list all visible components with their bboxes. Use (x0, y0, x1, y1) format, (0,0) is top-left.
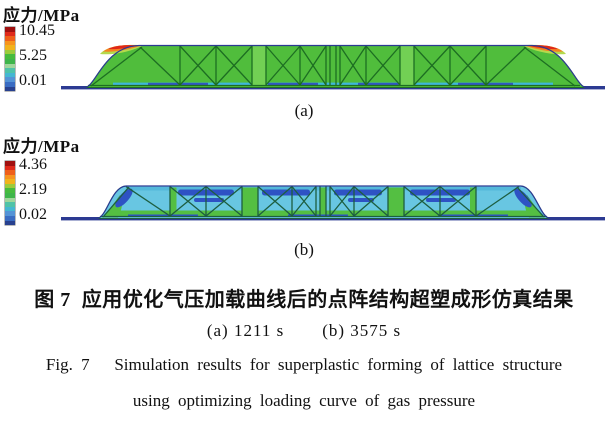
caption-time-b: (b) 3575 s (322, 321, 402, 340)
colorbar-a-tick-max: 10.45 (19, 22, 55, 39)
panel-label-a: (a) (294, 101, 314, 120)
colorbar-gradient-b (5, 161, 15, 226)
caption-chinese: 图 7 应用优化气压加载曲线后的点阵结构超塑成形仿真结果 (34, 289, 574, 311)
stress-contour-plot-a (61, 44, 605, 90)
colorbar-b-tick-max: 4.36 (19, 156, 47, 173)
lattice-truss-b (100, 185, 547, 218)
stress-legend-title-a: 应力/MPa (3, 6, 80, 25)
colorbar-a-tick-min: 0.01 (19, 72, 47, 89)
colorbar-b: 4.36 2.19 0.02 (5, 157, 75, 226)
lattice-truss-a (88, 45, 580, 87)
colorbar-b-tick-min: 0.02 (19, 206, 47, 223)
caption-english-line2: using optimizing loading curve of gas pr… (132, 391, 476, 410)
colorbar-gradient-a (5, 27, 15, 92)
top-skin-line-a (84, 44, 587, 89)
panel-label-b: (b) (294, 240, 314, 259)
colorbar-b-tick-mid: 2.19 (19, 181, 47, 198)
colorbar-a-tick-mid: 5.25 (19, 47, 47, 64)
caption-subfigure-times: (a) 1211 s (b) 3575 s (0, 321, 608, 341)
caption-english-line1: Fig. 7 Simulation results for superplast… (45, 355, 563, 374)
stress-contour-plot-b (61, 185, 605, 221)
stress-legend-title-b: 应力/MPa (3, 137, 80, 156)
strut-columns-a (252, 46, 414, 85)
top-skin-line-b (96, 185, 551, 220)
colorbar-a: 10.45 5.25 0.01 (5, 23, 75, 92)
caption-time-a: (a) 1211 s (206, 321, 285, 340)
